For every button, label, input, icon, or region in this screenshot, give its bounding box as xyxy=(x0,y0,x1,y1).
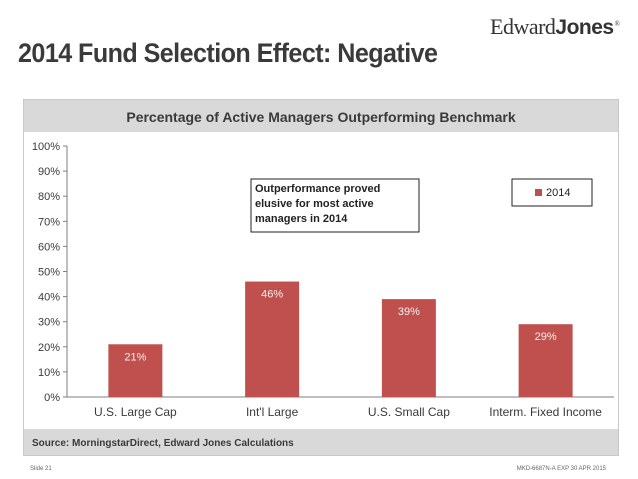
logo-registered-mark: ® xyxy=(614,19,620,28)
bar-3 xyxy=(381,299,436,397)
x-tick-label: U.S. Small Cap xyxy=(368,405,450,419)
source-text: Source: MorningstarDirect, Edward Jones … xyxy=(32,438,294,449)
y-tick-label: 0% xyxy=(44,392,60,404)
x-tick-label: Int'l Large xyxy=(246,405,299,419)
legend-box xyxy=(511,178,593,207)
slide-title: 2014 Fund Selection Effect: Negative xyxy=(18,38,438,68)
annotation-line-3: managers in 2014 xyxy=(255,213,348,225)
x-tick-label: U.S. Large Cap xyxy=(94,405,177,419)
y-tick-label: 80% xyxy=(38,191,60,203)
x-axis-labels: U.S. Large Cap Int'l Large U.S. Small Cap I… xyxy=(94,405,602,419)
logo-text-jones: Jones xyxy=(555,16,614,39)
bar-data-label: 29% xyxy=(535,331,557,343)
logo-text-edward: Edward xyxy=(490,14,556,39)
chart-header-band xyxy=(24,100,618,132)
y-tick-label: 70% xyxy=(38,216,60,228)
bar-chart: Percentage of Active Managers Outperform… xyxy=(24,100,618,455)
footer-code: MKD-6687N-A EXP 30 APR 2015 xyxy=(516,466,606,472)
y-tick-label: 30% xyxy=(38,317,60,329)
annotation-line-1: Outperformance proved xyxy=(255,183,380,195)
annotation-box xyxy=(250,178,420,233)
x-tick-label: Interm. Fixed Income xyxy=(489,405,602,419)
edward-jones-logo: EdwardJones® xyxy=(490,14,620,40)
bar-2 xyxy=(245,281,300,397)
bars-group: 21% 46% 39% 29% xyxy=(108,281,573,397)
y-tick-label: 40% xyxy=(38,292,60,304)
y-tick-label: 100% xyxy=(32,141,60,153)
y-tick-label: 50% xyxy=(38,267,60,279)
source-band xyxy=(24,429,618,455)
legend-label-2014: 2014 xyxy=(546,187,570,199)
chart-title: Percentage of Active Managers Outperform… xyxy=(126,109,515,125)
bar-data-label: 46% xyxy=(261,289,283,301)
bar-data-label: 21% xyxy=(124,351,146,363)
bar-data-label: 39% xyxy=(398,306,420,318)
y-tick-label: 60% xyxy=(38,241,60,253)
y-tick-label: 10% xyxy=(38,367,60,379)
footer-slide-number: Slide 21 xyxy=(30,466,52,472)
y-tick-label: 90% xyxy=(38,166,60,178)
chart-panel: Percentage of Active Managers Outperform… xyxy=(23,99,619,456)
annotation-text: Outperformance proved elusive for most a… xyxy=(255,183,383,225)
annotation-line-2: elusive for most active xyxy=(255,198,374,210)
bar-1 xyxy=(108,344,163,397)
y-tick-label: 20% xyxy=(38,342,60,354)
legend-swatch-2014 xyxy=(535,189,542,196)
y-axis-ticks: 0% 10% 20% 30% 40% 50% 60% 70% 80% 90% 100% xyxy=(32,141,67,404)
bar-4 xyxy=(518,324,573,397)
